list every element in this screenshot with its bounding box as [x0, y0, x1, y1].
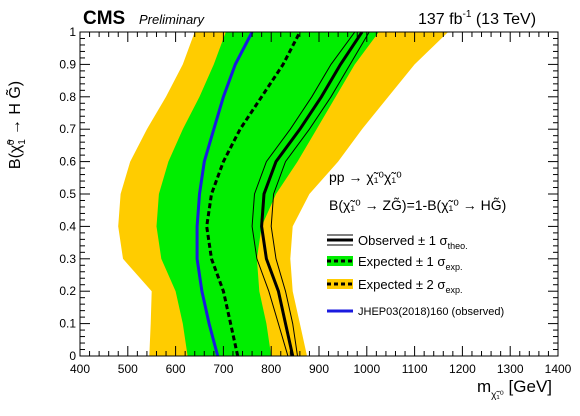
legend-item-expected-2sigma: Expected ± 2 σexp.	[327, 277, 462, 295]
x-tick-label: 800	[261, 362, 281, 376]
observed-theory-up-line	[270, 32, 370, 356]
y-tick-label: 0.8	[59, 90, 76, 104]
y-tick-label: 0.1	[59, 317, 76, 331]
y-tick-label: 0.5	[59, 187, 76, 201]
expected-limit-line	[205, 32, 302, 356]
y-tick-label: 0	[69, 349, 76, 363]
cms-label: CMS	[83, 8, 125, 29]
axis-ticks: 400 500 600 700 800 900 1000 1100 1200 1300 1400 0 0…	[59, 25, 571, 376]
y-tick-label: 0.3	[59, 252, 76, 266]
x-tick-label: 1200	[449, 362, 476, 376]
x-tick-label: 400	[70, 362, 90, 376]
x-tick-label: 1000	[353, 362, 380, 376]
band-1sigma	[156, 32, 379, 356]
svg-text:JHEP03(2018)160 (observed): JHEP03(2018)160 (observed)	[358, 306, 504, 318]
x-tick-label: 600	[166, 362, 186, 376]
observed-limit-line	[260, 32, 364, 356]
jhep-observed-line	[195, 32, 254, 356]
limit-curves	[195, 32, 370, 356]
x-tick-label: 1100	[402, 362, 428, 376]
y-axis-title: B(χ̃10 → H G̃)	[4, 81, 28, 169]
y-tick-label: 0.9	[59, 57, 76, 71]
y-tick-label: 0.2	[59, 284, 76, 298]
preliminary-label: Preliminary	[139, 12, 206, 27]
branching-label: B(χ̃₁⁰ → ZG̃)=1-B(χ̃₁⁰ → HG̃)	[329, 197, 506, 213]
x-axis-title: mχ̃₁⁰ [GeV]	[477, 377, 552, 401]
legend-item-observed: Observed ± 1 σtheo.	[327, 233, 468, 251]
svg-text:Expected ± 1 σexp.: Expected ± 1 σexp.	[358, 254, 462, 272]
y-tick-label: 0.6	[59, 155, 76, 169]
x-tick-label: 700	[213, 362, 233, 376]
x-tick-label: 500	[118, 362, 138, 376]
x-tick-label: 1300	[497, 362, 524, 376]
svg-text:Observed ± 1 σtheo.: Observed ± 1 σtheo.	[358, 233, 468, 251]
observed-theory-down-line	[251, 32, 356, 356]
y-tick-label: 0.7	[59, 122, 76, 136]
lumi-label: 137 fb-1 (13 TeV)	[418, 9, 536, 28]
legend-item-expected-1sigma: Expected ± 1 σexp.	[327, 254, 462, 272]
svg-text:Expected ± 2 σexp.: Expected ± 2 σexp.	[358, 277, 462, 295]
process-label: pp → χ̃₁⁰χ̃₁⁰	[329, 169, 402, 185]
legend: Observed ± 1 σtheo. Expected ± 1 σexp. E…	[327, 233, 504, 318]
y-tick-label: 0.4	[59, 219, 76, 233]
y-tick-label: 1	[69, 25, 76, 39]
legend-item-jhep: JHEP03(2018)160 (observed)	[327, 306, 504, 318]
x-tick-label: 1400	[545, 362, 572, 376]
x-tick-label: 900	[309, 362, 329, 376]
